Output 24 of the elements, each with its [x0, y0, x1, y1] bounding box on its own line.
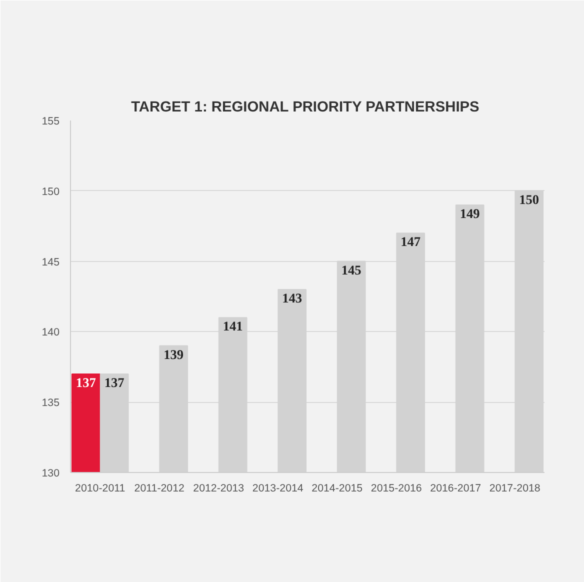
x-tick-label: 2017-2018 [489, 482, 540, 494]
data-label: 145 [341, 262, 362, 278]
y-tick-label: 140 [42, 326, 60, 339]
x-tick-label: 2011-2012 [134, 482, 185, 494]
data-label: 139 [164, 346, 184, 362]
x-tick-label: 2013-2014 [252, 482, 304, 494]
y-tick-label: 135 [42, 397, 60, 410]
data-label: 137 [104, 374, 125, 390]
x-tick-label: 2010-2011 [75, 482, 126, 494]
y-tick-label: 145 [42, 256, 60, 268]
chart-title: TARGET 1: REGIONAL PRIORITY PARTNERSHIPS [131, 100, 480, 116]
data-label: 143 [282, 290, 302, 306]
y-tick-label: 150 [42, 186, 60, 198]
data-label: 137 [76, 374, 96, 390]
data-label: 147 [400, 234, 421, 250]
y-tick-label: 130 [42, 468, 60, 480]
x-tick-label: 2015-2016 [370, 482, 422, 494]
x-tick-label: 2016-2017 [430, 482, 482, 494]
x-tick-label: 2014-2015 [312, 482, 363, 494]
x-tick-label: 2012-2013 [193, 482, 244, 494]
y-tick-label: 155 [42, 116, 60, 128]
data-label: 150 [519, 192, 540, 207]
data-label: 149 [460, 206, 480, 221]
data-label: 141 [222, 318, 243, 334]
